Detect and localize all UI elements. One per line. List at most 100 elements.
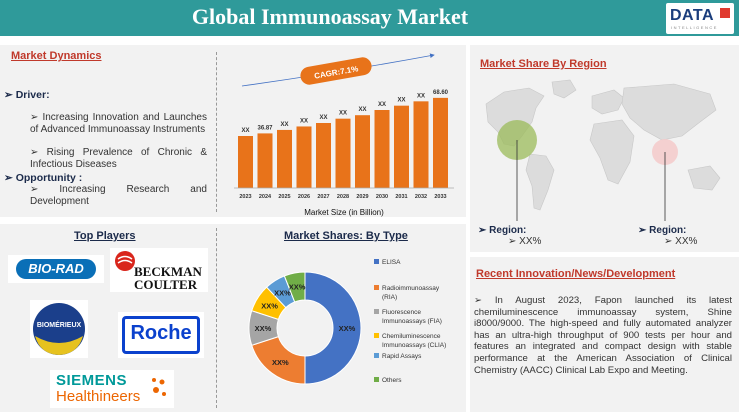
biomerieux-logo: BIOMÉRIEUX [30,300,88,358]
region-2-value: ➢ XX% [664,236,698,247]
arrow-bullet-icon: ➢ [30,112,43,123]
market-size-bar-chart: XX 2023 36.87 2024 XX 2025 XX 2026 XX 2027 XX 2028 X… [234,53,454,217]
bar-2029 [355,115,370,188]
opportunity-label: Opportunity : [15,172,83,184]
arrow-bullet-icon: ➢ [474,295,495,306]
bar-2033 [433,97,448,188]
pie-chart-title: Market Shares: By Type [284,230,408,242]
news-item: ➢ In August 2023, Fapon launched its lat… [474,295,732,376]
x-tick-label: 2028 [337,194,349,200]
region-title: Market Share By Region [480,58,607,70]
region-2-label-text: Region: [649,225,687,236]
bar-2023 [238,136,253,188]
logo-subtext: INTELLIGENCE [671,25,718,30]
bar-2030 [374,110,390,188]
map-south-america [525,153,555,211]
beckman-text-2: COULTER [134,277,198,292]
beckman-swirl-icon [115,251,135,271]
news-title: Recent Innovation/News/Development [476,268,676,280]
roche-hexagon [122,316,200,354]
x-axis-label: Market Size (in Billion) [304,208,384,217]
panel-divider [216,228,217,408]
driver-label: Driver: [15,89,50,101]
legend-swatch [374,333,379,338]
driver-text-2: Rising Prevalence of Chronic & Infectiou… [30,147,207,170]
bar-data-label: XX [280,122,288,128]
donut-slice-0 [304,271,362,385]
map-asia [621,83,717,141]
map-europe [591,89,625,115]
bar-2025 [277,129,292,188]
driver-heading: ➢ Driver: [4,89,50,101]
arrow-bullet-icon: ➢ [30,184,60,195]
region-1-label: ➢ Region: [478,225,527,236]
opportunity-item-1: ➢ Increasing Research and Development [30,184,207,207]
healthineers-dots-icon [152,378,166,396]
logo-text: DATA [670,7,715,24]
legend-swatch [374,259,379,264]
x-tick-label: 2024 [259,194,272,200]
x-tick-label: 2027 [317,194,329,200]
legend-swatch [374,353,379,358]
bar-2026 [296,126,312,188]
legend-entry: ELISA [382,259,401,266]
x-tick-label: 2025 [278,194,290,200]
roche-text: Roche [130,322,192,344]
bar-2028 [335,118,351,188]
cagr-badge [300,57,372,85]
type-share-donut-chart: XX%XX%XX%XX%XX%XX% ELISARadioimmunoassay… [248,259,446,385]
page-title: Global Immunoassay Market [191,4,469,29]
healthineers-text: Healthineers [56,388,141,405]
bar-2031 [394,105,409,188]
slice-data-label: XX% [261,301,278,310]
bar-data-label: XX [319,115,327,121]
region-1-value-text: XX% [519,236,542,247]
legend-swatch [374,309,379,314]
donut-slice-5 [283,271,306,303]
bar-data-label: 68.60 [433,90,449,96]
opportunity-heading: ➢ Opportunity : [4,172,83,184]
bar-data-label: XX [241,128,249,134]
driver-item-1: ➢ Increasing Innovation and Launches of … [30,112,207,135]
siemens-text: SIEMENS [56,372,128,389]
bar-data-label: XX [397,98,405,104]
company-logo: DATA INTELLIGENCE [666,3,734,34]
driver-text-1: Increasing Innovation and Launches of Ad… [30,112,207,135]
x-tick-label: 2032 [415,194,427,200]
x-tick-label: 2023 [239,194,251,200]
bar-data-label: 36.87 [257,125,273,131]
bar-2032 [413,101,429,188]
legend-entry: Fluorescence Immunoassays (FIA) [382,309,442,325]
biorad-logo: BIO-RAD [8,255,104,283]
legend-swatch [374,285,379,290]
beckman-text-1: BECKMAN [134,264,202,279]
arrow-bullet-icon: ➢ [30,147,47,158]
biomerieux-text: BIOMÉRIEUX [36,322,82,329]
slice-data-label: XX% [289,283,306,292]
region-2-value-text: XX% [675,236,698,247]
map-australia [687,165,721,191]
slice-data-label: XX% [339,324,356,333]
world-map [485,79,721,221]
x-tick-label: 2030 [376,194,388,200]
bar-data-label: XX [417,93,425,99]
roche-logo: Roche [118,312,204,358]
biomerieux-emblem-icon [33,303,85,355]
map-greenland [551,79,577,99]
region-1-value: ➢ XX% [508,236,542,247]
legend-entry: Chemiluminescence Immunoassays (CLIA) [382,333,446,349]
legend-swatch [374,377,379,382]
biorad-logo-text: BIO-RAD [16,259,96,279]
logo-square-icon [720,8,730,18]
market-dynamics-title: Market Dynamics [11,50,102,62]
beckman-coulter-logo: BECKMAN COULTER [110,248,208,292]
news-text: In August 2023, Fapon launched its lates… [474,295,732,376]
slice-data-label: XX% [255,324,272,333]
slice-data-label: XX% [274,289,291,298]
x-tick-label: 2031 [395,194,407,200]
region-2-label: ➢ Region: [638,225,687,236]
bar-data-label: XX [300,118,308,124]
top-players-title: Top Players [74,230,136,242]
region-1-label-text: Region: [489,225,527,236]
bar-data-label: XX [378,102,386,108]
